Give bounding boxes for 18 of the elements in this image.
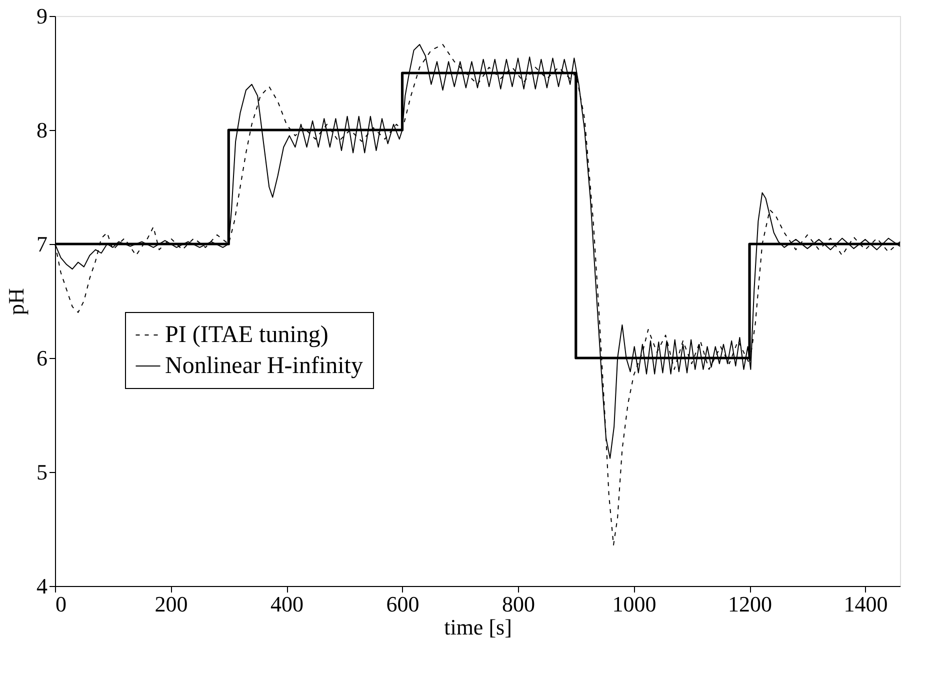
y-tick-label: 7 (36, 232, 48, 256)
legend-label: PI (ITAE tuning) (165, 322, 328, 348)
y-axis-title: pH (4, 288, 28, 315)
y-tick-label: 4 (36, 574, 48, 598)
x-tick-label: 600 (386, 592, 420, 616)
x-tick-label: 0 (56, 592, 66, 616)
x-axis-title: time [s] (444, 614, 512, 640)
x-tick-label: 400 (270, 592, 304, 616)
x-tick-label: 1400 (844, 592, 888, 616)
x-tick-label: 800 (502, 592, 536, 616)
y-tick-label: 9 (36, 4, 48, 28)
x-tick-label: 1200 (728, 592, 772, 616)
y-tick-label: 5 (36, 460, 48, 484)
legend-label: Nonlinear H-infinity (165, 353, 363, 379)
y-tick-label: 8 (36, 118, 48, 142)
x-tick-label: 1000 (612, 592, 656, 616)
x-tick-label: 200 (154, 592, 188, 616)
y-tick-label: 6 (36, 346, 48, 370)
